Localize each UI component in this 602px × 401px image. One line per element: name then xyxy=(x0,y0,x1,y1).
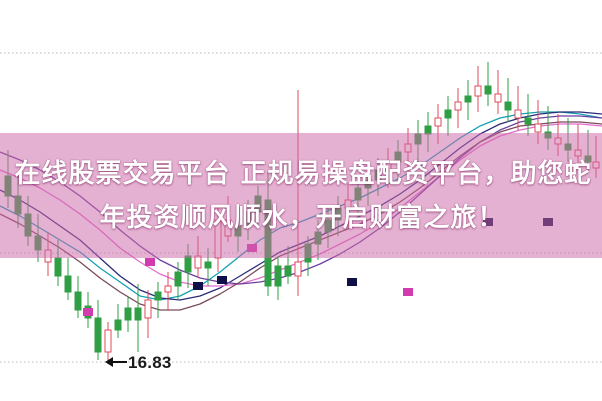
promo-banner-line-2: 年投资顺风顺水，开启财富之旅！ xyxy=(99,202,505,233)
price-annotation: 16.83 xyxy=(105,352,172,372)
promo-banner-line-1: 在线股票交易平台 正规易操盘配资平台，助您蛇 xyxy=(14,158,592,189)
promo-banner-overlay: 在线股票交易平台 正规易操盘配资平台，助您蛇 年投资顺风顺水，开启财富之旅！ xyxy=(0,133,602,258)
price-label: 16.83 xyxy=(128,352,172,372)
left-arrow-icon xyxy=(105,357,127,367)
